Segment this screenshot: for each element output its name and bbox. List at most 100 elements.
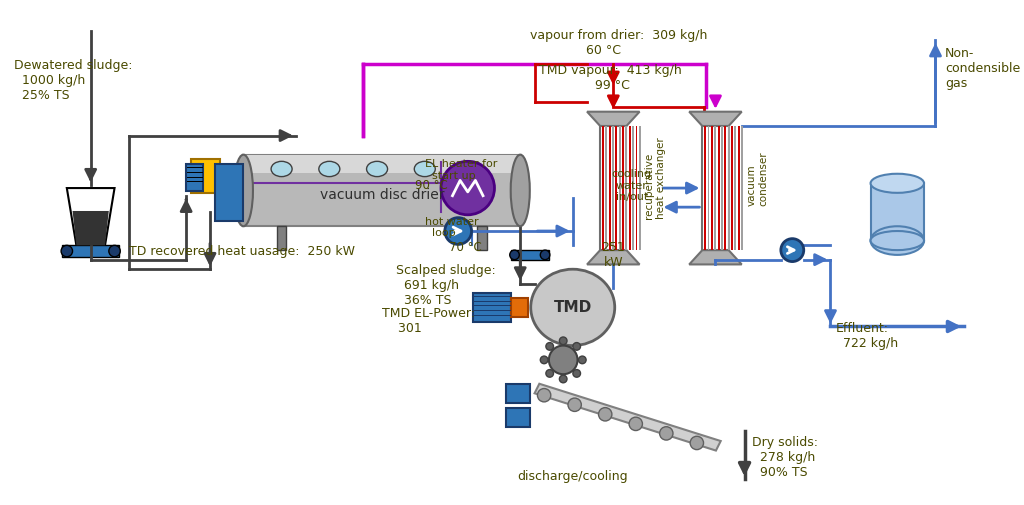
- Ellipse shape: [870, 174, 924, 193]
- Bar: [477, 226, 486, 250]
- Bar: [629, 126, 631, 250]
- Text: vacuum
condenser: vacuum condenser: [746, 151, 768, 206]
- Bar: [702, 126, 729, 250]
- Circle shape: [659, 427, 673, 440]
- Text: cooling
water
in/out: cooling water in/out: [612, 169, 652, 202]
- Text: EL heater for
  start up: EL heater for start up: [425, 160, 498, 181]
- Circle shape: [541, 356, 548, 364]
- Bar: [711, 126, 713, 250]
- Circle shape: [629, 417, 642, 431]
- Bar: [623, 126, 624, 250]
- Bar: [728, 126, 729, 250]
- Bar: [615, 126, 617, 250]
- Ellipse shape: [415, 161, 435, 177]
- Polygon shape: [73, 211, 109, 245]
- Text: vapour from drier:  309 kg/h
              60 °C: vapour from drier: 309 kg/h 60 °C: [529, 29, 708, 57]
- Circle shape: [572, 342, 581, 350]
- Circle shape: [546, 342, 554, 350]
- Ellipse shape: [318, 161, 340, 177]
- Text: TD recovered heat uasage:  250 kW: TD recovered heat uasage: 250 kW: [129, 245, 355, 259]
- Bar: [737, 126, 739, 250]
- Circle shape: [549, 345, 578, 374]
- Circle shape: [559, 337, 567, 344]
- Text: TMD: TMD: [554, 300, 592, 315]
- Text: TMD vapour:  413 kg/h
              99 °C: TMD vapour: 413 kg/h 99 °C: [540, 64, 682, 92]
- Text: Non-
condensible
gas: Non- condensible gas: [945, 47, 1020, 90]
- Bar: [724, 126, 726, 250]
- Text: Dewatered sludge:
  1000 kg/h
  25% TS: Dewatered sludge: 1000 kg/h 25% TS: [14, 59, 133, 102]
- Bar: [632, 126, 634, 250]
- Polygon shape: [689, 250, 741, 265]
- Bar: [190, 160, 219, 193]
- Circle shape: [538, 388, 551, 402]
- Bar: [636, 126, 637, 250]
- Bar: [715, 126, 716, 250]
- Ellipse shape: [233, 155, 253, 226]
- Circle shape: [61, 245, 73, 257]
- Bar: [605, 126, 607, 250]
- Bar: [870, 183, 924, 240]
- Ellipse shape: [870, 231, 924, 250]
- Bar: [741, 126, 742, 250]
- Circle shape: [781, 239, 804, 262]
- Circle shape: [572, 370, 581, 377]
- Bar: [215, 164, 244, 222]
- Circle shape: [541, 250, 550, 260]
- Circle shape: [109, 245, 120, 257]
- Ellipse shape: [367, 161, 387, 177]
- Bar: [721, 126, 723, 250]
- Text: Scalped sludge:
  691 kg/h
  36% TS: Scalped sludge: 691 kg/h 36% TS: [396, 265, 496, 308]
- Bar: [511, 250, 549, 260]
- Ellipse shape: [870, 226, 924, 255]
- Text: TMD EL-Power:
    301: TMD EL-Power: 301: [382, 308, 475, 335]
- Ellipse shape: [530, 269, 614, 345]
- Text: Effluent:
  722 kg/h: Effluent: 722 kg/h: [836, 322, 898, 349]
- Bar: [244, 155, 520, 173]
- Circle shape: [546, 370, 554, 377]
- Circle shape: [568, 398, 582, 412]
- Text: vacuum disc drier: vacuum disc drier: [319, 188, 444, 202]
- Bar: [276, 226, 287, 250]
- Bar: [734, 126, 736, 250]
- Circle shape: [441, 161, 495, 215]
- Polygon shape: [67, 188, 115, 245]
- Circle shape: [598, 408, 612, 421]
- Bar: [718, 126, 720, 250]
- Bar: [639, 126, 641, 250]
- Ellipse shape: [511, 155, 529, 226]
- Circle shape: [579, 356, 586, 364]
- Bar: [626, 126, 628, 250]
- Bar: [705, 126, 707, 250]
- Polygon shape: [587, 112, 640, 126]
- Text: 90 °C: 90 °C: [416, 179, 447, 191]
- Text: Dry solids:
  278 kg/h
  90% TS: Dry solids: 278 kg/h 90% TS: [753, 436, 818, 479]
- Bar: [506, 384, 529, 403]
- Bar: [609, 126, 610, 250]
- Bar: [618, 126, 621, 250]
- Bar: [731, 126, 733, 250]
- Circle shape: [510, 250, 519, 260]
- Ellipse shape: [271, 161, 292, 177]
- Text: 70 °C: 70 °C: [449, 240, 481, 254]
- Bar: [186, 164, 204, 191]
- Circle shape: [559, 375, 567, 383]
- Bar: [506, 408, 529, 427]
- Bar: [511, 298, 528, 317]
- Polygon shape: [535, 384, 721, 450]
- Text: 251
kW: 251 kW: [601, 240, 626, 269]
- Circle shape: [444, 218, 472, 244]
- Bar: [602, 126, 604, 250]
- Bar: [472, 293, 511, 322]
- Bar: [708, 126, 710, 250]
- Ellipse shape: [462, 161, 483, 177]
- Bar: [62, 245, 120, 257]
- Text: recuperative
heat exchanger: recuperative heat exchanger: [644, 138, 666, 219]
- Polygon shape: [587, 250, 640, 265]
- Bar: [612, 126, 614, 250]
- Polygon shape: [689, 112, 741, 126]
- Bar: [600, 126, 627, 250]
- Bar: [244, 155, 520, 226]
- Text: hot water
  loop: hot water loop: [425, 217, 478, 238]
- Circle shape: [690, 436, 703, 449]
- Text: discharge/cooling: discharge/cooling: [517, 470, 628, 483]
